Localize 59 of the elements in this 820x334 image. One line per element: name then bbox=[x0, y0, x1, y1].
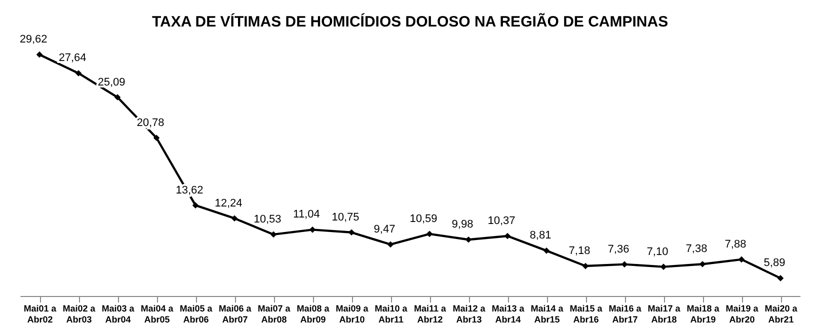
x-tick-label: Mai10 a Abr11 bbox=[374, 304, 408, 324]
x-tick-label: Mai07 a Abr08 bbox=[258, 304, 292, 324]
point bbox=[699, 260, 706, 268]
point bbox=[114, 94, 121, 100]
point bbox=[75, 70, 82, 76]
chart-title: TAXA DE VÍTIMAS DE HOMICÍDIOS DOLOSO NA REGIÃO DE CAMPINAS bbox=[152, 12, 668, 31]
x-tick-label: Mai08 a Abr09 bbox=[296, 304, 330, 324]
x-tick-label: Mai17 a Abr18 bbox=[648, 304, 682, 324]
data-label: 7,88 bbox=[724, 238, 746, 250]
x-tick-label: Mai14 a Abr15 bbox=[530, 304, 564, 324]
x-tick-label: Mai12 a Abr13 bbox=[452, 304, 486, 324]
point bbox=[231, 215, 238, 222]
data-label: 8,81 bbox=[530, 230, 552, 242]
point bbox=[582, 262, 589, 270]
x-tick-label: Mai19 a Abr20 bbox=[726, 304, 760, 324]
point bbox=[465, 236, 472, 243]
data-label: 7,10 bbox=[646, 246, 668, 258]
point bbox=[270, 231, 277, 238]
x-tick-label: Mai05 a Abr06 bbox=[180, 304, 214, 324]
data-label: 9,98 bbox=[452, 218, 474, 231]
point bbox=[192, 202, 199, 209]
data-label: 27,64 bbox=[58, 52, 86, 64]
x-tick-label: Mai09 a Abr10 bbox=[336, 304, 370, 324]
data-label: 7,18 bbox=[568, 245, 590, 258]
point bbox=[309, 226, 316, 233]
x-tick-label: Mai15 a Abr16 bbox=[570, 304, 604, 324]
x-tick-label: Mai06 a Abr07 bbox=[218, 304, 252, 324]
data-label: 10,37 bbox=[488, 214, 516, 227]
x-tick-label: Mai20 a Abr21 bbox=[764, 304, 798, 324]
point bbox=[348, 229, 355, 236]
data-label: 11,04 bbox=[293, 208, 320, 221]
x-tick-label: Mai18 a Abr19 bbox=[686, 304, 720, 324]
data-label: 29,62 bbox=[20, 34, 48, 46]
x-tick-label: Mai04 a Abr05 bbox=[140, 304, 174, 324]
x-tick-label: Mai16 a Abr17 bbox=[608, 304, 642, 324]
point bbox=[387, 241, 394, 248]
x-tick-label: Mai01 a Abr02 bbox=[24, 304, 58, 324]
x-tick-label: Mai13 a Abr14 bbox=[492, 304, 526, 324]
point bbox=[738, 256, 745, 263]
data-label: 9,47 bbox=[374, 223, 396, 236]
data-label: 10,59 bbox=[410, 212, 438, 225]
point bbox=[504, 232, 511, 240]
data-label: 10,53 bbox=[254, 213, 282, 226]
point bbox=[621, 261, 628, 268]
data-label: 5,89 bbox=[764, 257, 786, 270]
point bbox=[543, 248, 550, 254]
x-tick-label: Mai02 a Abr03 bbox=[62, 304, 96, 324]
point bbox=[153, 134, 160, 142]
point bbox=[426, 230, 433, 238]
point bbox=[660, 264, 667, 270]
data-label: 12,24 bbox=[214, 197, 242, 210]
data-label: 7,36 bbox=[608, 243, 630, 256]
point bbox=[36, 51, 43, 58]
data-label: 10,75 bbox=[332, 211, 360, 224]
data-label: 7,38 bbox=[686, 243, 708, 256]
x-tick-label: Mai11 a Abr12 bbox=[414, 304, 447, 324]
point bbox=[777, 275, 784, 282]
x-tick-label: Mai03 a Abr04 bbox=[102, 304, 136, 324]
data-label: 25,09 bbox=[98, 76, 126, 88]
